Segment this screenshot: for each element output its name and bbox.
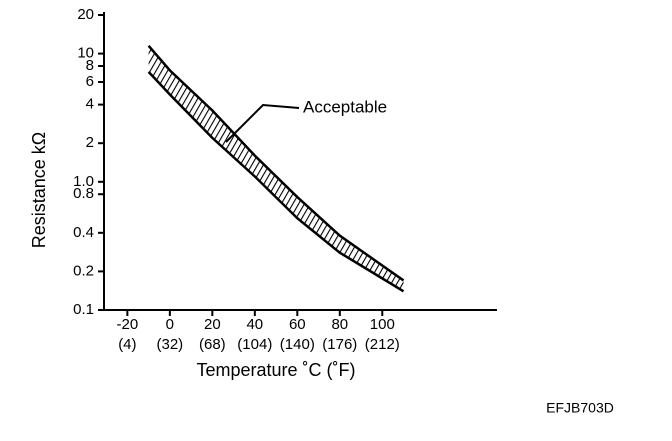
x-tick-label: 60	[289, 316, 306, 333]
x-tick-label-f: (104)	[237, 336, 272, 353]
band-hatch	[148, 45, 404, 292]
y-tick-label: 0.8	[73, 185, 94, 202]
leader-line	[225, 103, 300, 143]
x-tick-label: 20	[204, 316, 221, 333]
band-edge	[147, 44, 405, 282]
y-tick-label: 20	[77, 6, 94, 23]
y-tick-label: 10	[77, 45, 94, 62]
x-tick-label-f: (176)	[322, 336, 357, 353]
x-tick-label: -20	[117, 316, 139, 333]
y-tick-label: 1.0	[73, 173, 94, 190]
x-tick-label-f: (32)	[157, 336, 184, 353]
y-tick-label: 8	[86, 57, 94, 74]
x-tick-label: 40	[246, 316, 263, 333]
x-tick-label-f: (68)	[199, 336, 226, 353]
figure-code: EFJB703D	[546, 400, 614, 416]
y-tick-label: 6	[86, 73, 94, 90]
x-axis-label: Temperature ˚C (˚F)	[196, 360, 355, 380]
x-tick-label: 0	[166, 316, 174, 333]
y-tick-label: 4	[86, 96, 94, 113]
x-tick-label-f: (212)	[365, 336, 400, 353]
x-tick-label: 80	[331, 316, 348, 333]
y-tick-label: 0.1	[73, 301, 94, 318]
x-tick-label-f: (140)	[280, 336, 315, 353]
x-tick-label: 100	[370, 316, 395, 333]
x-tick-label-f: (4)	[118, 336, 136, 353]
y-tick-label: 0.4	[73, 224, 94, 241]
y-tick-label: 2	[86, 134, 94, 151]
band-edge	[147, 71, 405, 293]
annotation: Acceptable	[303, 97, 387, 116]
y-tick-label: 0.2	[73, 262, 94, 279]
y-axis-label: Resistance kΩ	[29, 132, 49, 249]
